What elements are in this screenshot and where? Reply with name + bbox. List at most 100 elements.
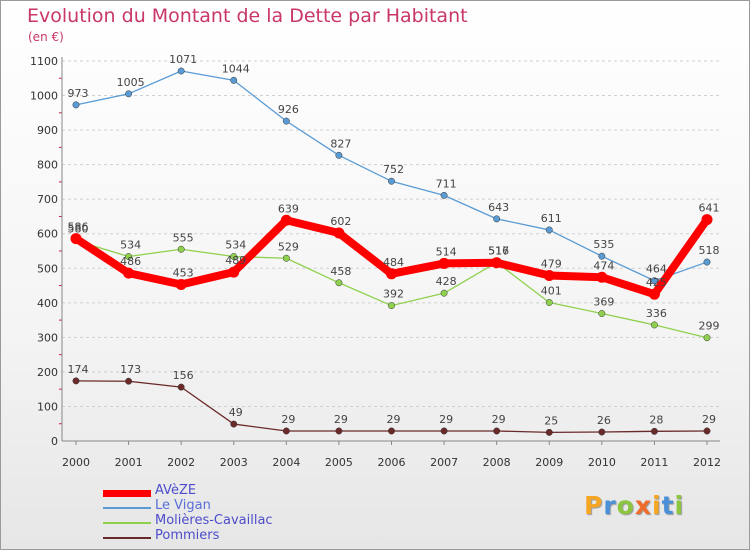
data-point [701, 214, 713, 226]
data-point [650, 427, 658, 435]
legend-label: Le Vigan [155, 498, 211, 513]
data-point [125, 253, 133, 260]
data-point [335, 279, 343, 287]
y-tick-label: 600 [37, 228, 58, 241]
chart-title: Evolution du Montant de la Dette par Hab… [27, 5, 468, 27]
data-point [703, 334, 711, 342]
legend-swatch [103, 522, 151, 524]
data-label: 611 [541, 212, 562, 225]
data-label: 49 [229, 406, 243, 419]
proxiti-logo: Proxiti [584, 491, 684, 520]
data-point [650, 321, 658, 329]
data-point [440, 289, 448, 297]
x-tick-label: 2001 [115, 456, 143, 469]
logo-letter: P [584, 491, 604, 520]
x-axis-ticks: 2000 2001 2002 2003 2004 2005 2006 2007 2008 2009… [62, 456, 721, 469]
data-point [230, 253, 238, 260]
data-label: 174 [68, 363, 89, 376]
logo-letter: i [652, 491, 662, 520]
y-tick-label: 0 [51, 435, 58, 448]
axes [59, 57, 720, 445]
data-label: 474 [593, 259, 614, 272]
data-point [440, 191, 448, 199]
data-point [493, 215, 501, 223]
data-point [125, 377, 133, 385]
data-point [598, 428, 606, 436]
legend-label: Molières-Cavaillac [155, 513, 273, 528]
data-label: 711 [436, 177, 457, 190]
y-tick-label: 1000 [30, 90, 58, 103]
data-label: 1044 [222, 62, 250, 75]
data-point [230, 420, 238, 428]
data-label: 534 [120, 239, 141, 252]
data-label: 517 [488, 244, 509, 257]
data-label: 464 [646, 263, 667, 276]
data-point [125, 90, 133, 98]
data-point [703, 427, 711, 435]
data-point [386, 268, 397, 280]
data-label: 518 [699, 244, 720, 257]
x-tick-label: 2010 [588, 456, 616, 469]
data-label: 428 [436, 275, 457, 288]
data-point [598, 310, 606, 317]
data-point [388, 427, 395, 435]
data-label: 973 [68, 87, 89, 100]
data-labels: 973 1005 1071 1044 926 827 752 711 643 611 535 464 5… [68, 53, 720, 427]
data-label: 479 [541, 258, 562, 271]
data-point [493, 427, 501, 435]
data-label: 489 [225, 254, 246, 267]
data-label: 643 [488, 201, 509, 214]
x-tick-label: 2002 [167, 456, 195, 469]
series-group [70, 67, 713, 436]
logo-letter: x [634, 491, 652, 520]
y-tick-label: 900 [37, 124, 58, 137]
data-label: 29 [439, 413, 453, 426]
legend-swatch [103, 489, 151, 497]
data-point [177, 67, 185, 75]
data-point [72, 101, 80, 109]
y-tick-label: 400 [37, 297, 58, 310]
data-label: 29 [281, 413, 295, 426]
data-label: 529 [278, 240, 299, 253]
x-tick-label: 2007 [430, 456, 458, 469]
logo-letter: t [661, 491, 675, 520]
data-label: 173 [120, 363, 141, 376]
legend-swatch [103, 537, 151, 539]
data-label: 28 [649, 413, 663, 426]
y-tick-label: 500 [37, 262, 58, 275]
data-point [282, 427, 290, 435]
y-axis-ticks: 0 100 200 300 400 500 600 700 800 900 1000 1100 [30, 55, 58, 448]
logo-letter: r [603, 491, 617, 520]
data-label: 29 [702, 413, 716, 426]
x-tick-label: 2000 [62, 456, 90, 469]
data-label: 535 [593, 238, 614, 251]
data-point [282, 117, 290, 125]
x-tick-label: 2009 [535, 456, 563, 469]
data-label: 299 [699, 320, 720, 333]
data-label: 26 [597, 414, 611, 427]
data-label: 336 [646, 307, 667, 320]
data-label: 29 [492, 413, 506, 426]
data-label: 25 [544, 414, 558, 427]
x-tick-label: 2011 [640, 456, 668, 469]
data-point [282, 254, 290, 262]
data-point [545, 226, 553, 234]
data-point [545, 428, 553, 436]
data-point [175, 279, 187, 291]
data-label: 752 [383, 163, 404, 176]
data-point [70, 233, 82, 245]
data-point [491, 257, 503, 269]
logo-letter: o [616, 491, 635, 520]
data-label: 580 [68, 223, 89, 236]
data-point [703, 258, 711, 266]
y-tick-label: 100 [37, 400, 58, 413]
data-point [440, 427, 448, 435]
data-point [228, 266, 240, 278]
data-point [388, 177, 395, 185]
data-label: 555 [173, 231, 194, 244]
x-tick-label: 2003 [220, 456, 248, 469]
logo-letter: i [674, 491, 685, 520]
data-label: 156 [173, 369, 194, 382]
data-label: 602 [330, 215, 351, 228]
